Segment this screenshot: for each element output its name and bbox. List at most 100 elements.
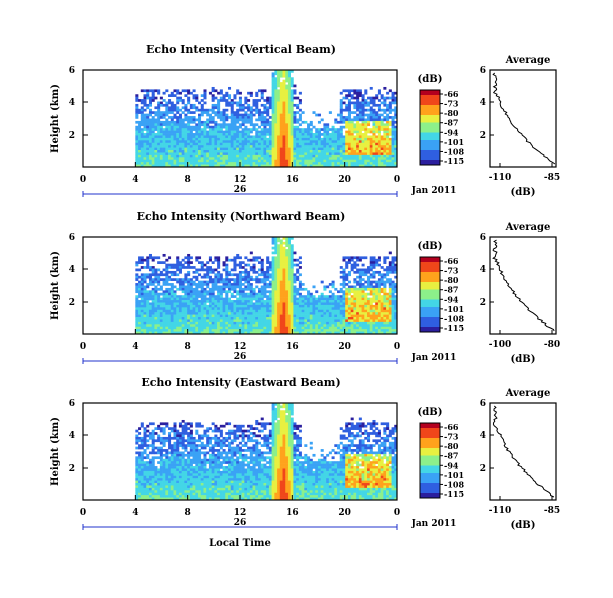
echo-cell [377, 116, 381, 119]
echo-cell [184, 89, 188, 93]
echo-cell [361, 106, 365, 110]
echo-cell [345, 94, 349, 97]
echo-cell [268, 273, 272, 277]
echo-cell [358, 275, 362, 279]
echo-cell [228, 273, 232, 277]
echo-cell [241, 326, 245, 330]
echo-cell [290, 256, 294, 260]
echo-cell [342, 309, 346, 313]
echo-cell [364, 108, 368, 112]
echo-cell [356, 101, 360, 105]
echo-cell [198, 150, 202, 153]
echo-cell [331, 317, 335, 320]
echo-cell [195, 133, 199, 136]
echo-cell [222, 263, 226, 267]
echo-cell [263, 270, 267, 274]
echo-cell [211, 130, 215, 134]
echo-cell [176, 326, 180, 330]
echo-cell [146, 258, 150, 262]
echo-cell [361, 123, 365, 127]
echo-cell [367, 150, 371, 153]
echo-cell [361, 99, 365, 102]
echo-cell [326, 130, 330, 134]
echo-cell [143, 150, 147, 153]
echo-cell [255, 150, 259, 153]
echo-cell [222, 94, 226, 97]
echo-cell [173, 150, 177, 153]
echo-cell [168, 297, 172, 301]
echo-cell [148, 89, 152, 93]
echo-cell [214, 113, 218, 117]
echo-cell [151, 326, 155, 330]
echo-cell [293, 285, 297, 289]
echo-cell [345, 164, 349, 168]
echo-cell [309, 159, 313, 163]
echo-cell [350, 164, 354, 168]
echo-cell [214, 147, 218, 151]
echo-cell [208, 152, 212, 156]
echo-cell [388, 120, 392, 124]
echo-cell [217, 331, 221, 335]
echo-cell [219, 309, 223, 313]
echo-cell [176, 256, 180, 260]
echo-cell [353, 96, 357, 100]
echo-cell [367, 300, 371, 303]
echo-cell [287, 72, 291, 76]
echo-cell [271, 120, 275, 124]
echo-cell [257, 304, 262, 308]
echo-cell [356, 116, 360, 119]
echo-cell [219, 116, 223, 119]
echo-cell [296, 120, 300, 124]
echo-cell [287, 99, 291, 102]
echo-cell [206, 133, 210, 136]
echo-cell [154, 273, 158, 277]
echo-cell [238, 123, 242, 127]
echo-cell [317, 329, 321, 332]
echo-cell [380, 280, 384, 284]
echo-cell [271, 300, 275, 303]
echo-cell [380, 154, 384, 158]
echo-cell [217, 324, 221, 328]
echo-cell [268, 275, 272, 279]
echo-cell [347, 99, 351, 102]
echo-cell [214, 312, 218, 315]
echo-cell [304, 135, 308, 139]
echo-cell [181, 314, 185, 318]
echo-cell [290, 244, 294, 247]
echo-cell [203, 292, 207, 296]
echo-cell [277, 283, 281, 286]
echo-cell [320, 295, 324, 298]
echo-cell [323, 317, 327, 320]
echo-cell [358, 314, 362, 318]
echo-cell [350, 145, 354, 148]
echo-cell [206, 118, 210, 122]
echo-cell [277, 314, 281, 318]
echo-cell [170, 106, 174, 110]
echo-cell [271, 314, 275, 318]
echo-cell [345, 283, 349, 286]
echo-cell [225, 300, 229, 303]
echo-cell [187, 307, 191, 311]
echo-cell [162, 331, 166, 335]
echo-cell [135, 319, 139, 323]
echo-cell [263, 278, 267, 281]
echo-cell [214, 130, 218, 134]
echo-cell [347, 91, 351, 95]
echo-cell [228, 145, 232, 148]
echo-cell [165, 326, 169, 330]
echo-cell [176, 314, 180, 318]
echo-cell [257, 292, 262, 296]
echo-cell [383, 309, 387, 313]
echo-cell [386, 162, 390, 165]
echo-cell [257, 331, 262, 335]
echo-cell [168, 123, 172, 127]
echo-cell [195, 137, 199, 141]
echo-cell [377, 287, 381, 291]
echo-cell [367, 137, 371, 141]
echo-cell [287, 275, 291, 279]
echo-cell [263, 118, 267, 122]
echo-cell [184, 273, 188, 277]
echo-cell [178, 317, 182, 320]
echo-cell [287, 70, 291, 73]
echo-cell [320, 142, 324, 146]
